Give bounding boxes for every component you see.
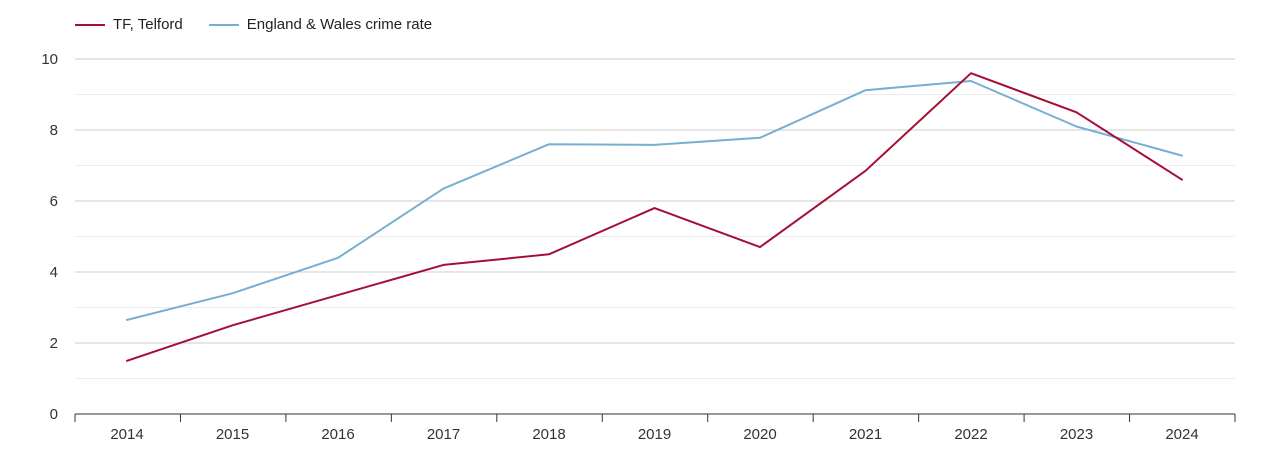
y-tick-label: 10	[41, 51, 58, 68]
x-tick-label: 2015	[216, 426, 249, 443]
series	[126, 72, 1183, 362]
y-tick-label: 6	[50, 193, 58, 210]
x-tick-label: 2019	[638, 426, 671, 443]
x-tick-label: 2018	[532, 426, 565, 443]
x-tick-label: 2016	[321, 426, 354, 443]
y-tick-label: 4	[50, 264, 58, 281]
x-tick-label: 2022	[954, 426, 987, 443]
series-line-telford[interactable]	[126, 72, 1183, 362]
chart-legend: TF, Telford England & Wales crime rate	[75, 16, 458, 33]
x-tick-label: 2024	[1165, 426, 1198, 443]
x-tick-label: 2023	[1060, 426, 1093, 443]
y-tick-label: 0	[50, 406, 58, 423]
legend-label-telford: TF, Telford	[113, 16, 183, 33]
x-tick-label: 2021	[849, 426, 882, 443]
x-tick-label: 2020	[743, 426, 776, 443]
x-tick-label: 2017	[427, 426, 460, 443]
x-tick-label: 2014	[110, 426, 143, 443]
gridlines	[75, 58, 1235, 379]
legend-item-england-wales[interactable]: England & Wales crime rate	[208, 16, 433, 33]
y-tick-label: 8	[50, 122, 58, 139]
legend-swatch-england-wales	[208, 23, 239, 26]
legend-swatch-telford	[75, 23, 105, 26]
y-tick-label: 2	[50, 335, 58, 352]
legend-item-telford[interactable]: TF, Telford	[75, 16, 183, 33]
series-line-england-wales[interactable]	[126, 80, 1183, 321]
axes: 0 2 4 6 8 10 2014 2015 2016 2017 2018 2019 2020 2021 2…	[41, 51, 1236, 443]
legend-label-england-wales: England & Wales crime rate	[246, 16, 433, 33]
